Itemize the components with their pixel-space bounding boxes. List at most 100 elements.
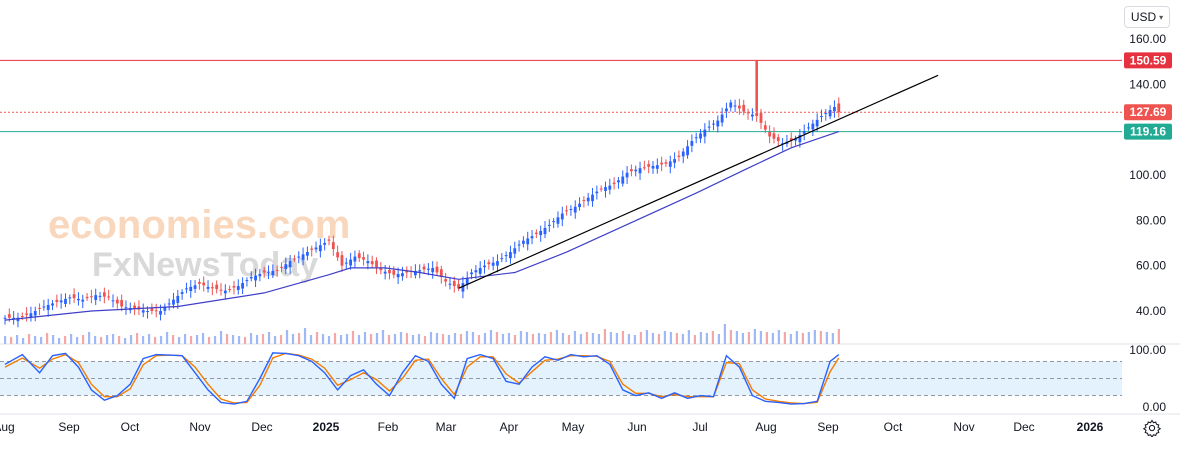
candle — [699, 129, 702, 143]
volume-bar — [51, 335, 55, 344]
volume-bar — [453, 333, 457, 344]
volume-bar — [657, 334, 661, 344]
volume-bar — [711, 331, 714, 344]
volume-bar — [807, 332, 810, 344]
volume-bar — [837, 329, 840, 344]
volume-bar — [111, 334, 115, 344]
volume-bar — [21, 338, 25, 344]
candle-body — [254, 275, 257, 281]
volume-bar — [351, 331, 355, 344]
candle — [72, 288, 76, 304]
volume-bar — [321, 334, 325, 344]
candle-body — [534, 232, 538, 234]
candle — [115, 296, 119, 309]
candle — [776, 133, 780, 147]
gear-icon[interactable] — [1140, 416, 1164, 440]
candle — [293, 255, 296, 262]
time-tick-label: Oct — [121, 420, 140, 434]
candle — [530, 230, 534, 245]
candle-body — [457, 284, 460, 289]
price-axis[interactable]: 160.00 140.00 100.00 80.00 60.00 40.00 150.59 1… — [1124, 32, 1172, 414]
candle-body — [146, 311, 149, 312]
candle — [500, 253, 504, 263]
candle — [638, 161, 642, 180]
volume-bar — [549, 332, 553, 344]
candle-body — [124, 307, 128, 309]
candle-body — [703, 129, 707, 137]
volume-bar — [759, 331, 762, 344]
candle — [357, 250, 361, 263]
candle — [712, 120, 715, 131]
candle-body — [491, 262, 495, 266]
price-label-box — [1124, 104, 1172, 121]
candle — [673, 152, 676, 169]
candle-body — [742, 104, 746, 112]
candle-body — [340, 255, 344, 266]
candle-body — [573, 206, 577, 213]
candle — [301, 247, 305, 266]
price-level-lines — [0, 59, 1122, 133]
candle — [599, 185, 603, 192]
candle — [703, 123, 707, 144]
volume-bar — [513, 335, 517, 344]
candle-body — [461, 283, 465, 292]
candle-body — [478, 267, 482, 274]
candle-body — [401, 273, 404, 277]
volume-bar — [675, 333, 679, 344]
candle — [64, 293, 67, 308]
candle-body — [115, 299, 119, 304]
volume-bar — [381, 330, 385, 344]
candle-body — [336, 252, 340, 258]
candle-body — [599, 188, 603, 190]
currency-selector[interactable]: USD ▾ — [1124, 6, 1170, 28]
candle — [789, 132, 793, 147]
candle-body — [820, 116, 823, 118]
candle — [694, 132, 698, 144]
candle-body — [228, 289, 232, 291]
price-tick-label: 100.00 — [1129, 168, 1166, 182]
volume-bar — [459, 334, 463, 344]
candle-body — [612, 182, 616, 185]
candle-body — [673, 159, 676, 163]
candle-body — [357, 253, 361, 259]
volume-bar — [819, 331, 822, 344]
time-axis[interactable]: Aug Sep Oct Nov Dec 2025 Feb Mar Apr May Jun Jul Aug… — [0, 413, 1180, 434]
volume-bar — [477, 335, 481, 344]
candle — [98, 291, 102, 302]
candle — [837, 97, 841, 118]
candle-body — [470, 272, 473, 275]
candle-body — [20, 316, 24, 318]
candle — [642, 160, 646, 171]
candle-body — [522, 240, 525, 244]
candle — [807, 122, 810, 131]
candle — [534, 229, 538, 239]
volume-bar — [99, 337, 103, 344]
volume-bar — [153, 337, 157, 344]
candle — [426, 263, 430, 276]
candle-body — [655, 165, 659, 169]
candle-body — [392, 270, 396, 275]
candle-body — [578, 203, 581, 208]
candle — [46, 298, 50, 317]
candle — [202, 276, 206, 292]
candle-body — [642, 167, 646, 169]
candle-body — [789, 138, 793, 141]
volume-bar — [489, 330, 493, 344]
candle-body — [331, 242, 335, 250]
candle-body — [660, 162, 664, 165]
currency-label: USD — [1130, 10, 1157, 24]
candle — [565, 205, 568, 216]
volume-bar — [333, 333, 337, 344]
candle — [249, 271, 253, 282]
candle-body — [755, 112, 759, 117]
time-tick-label: Sep — [58, 420, 80, 434]
candle-body — [651, 165, 655, 169]
candle-body — [414, 270, 417, 276]
candle-body — [262, 270, 266, 273]
volume-bar — [87, 332, 91, 344]
candle — [452, 276, 456, 293]
candle — [833, 100, 836, 118]
volume-bar — [93, 336, 97, 344]
